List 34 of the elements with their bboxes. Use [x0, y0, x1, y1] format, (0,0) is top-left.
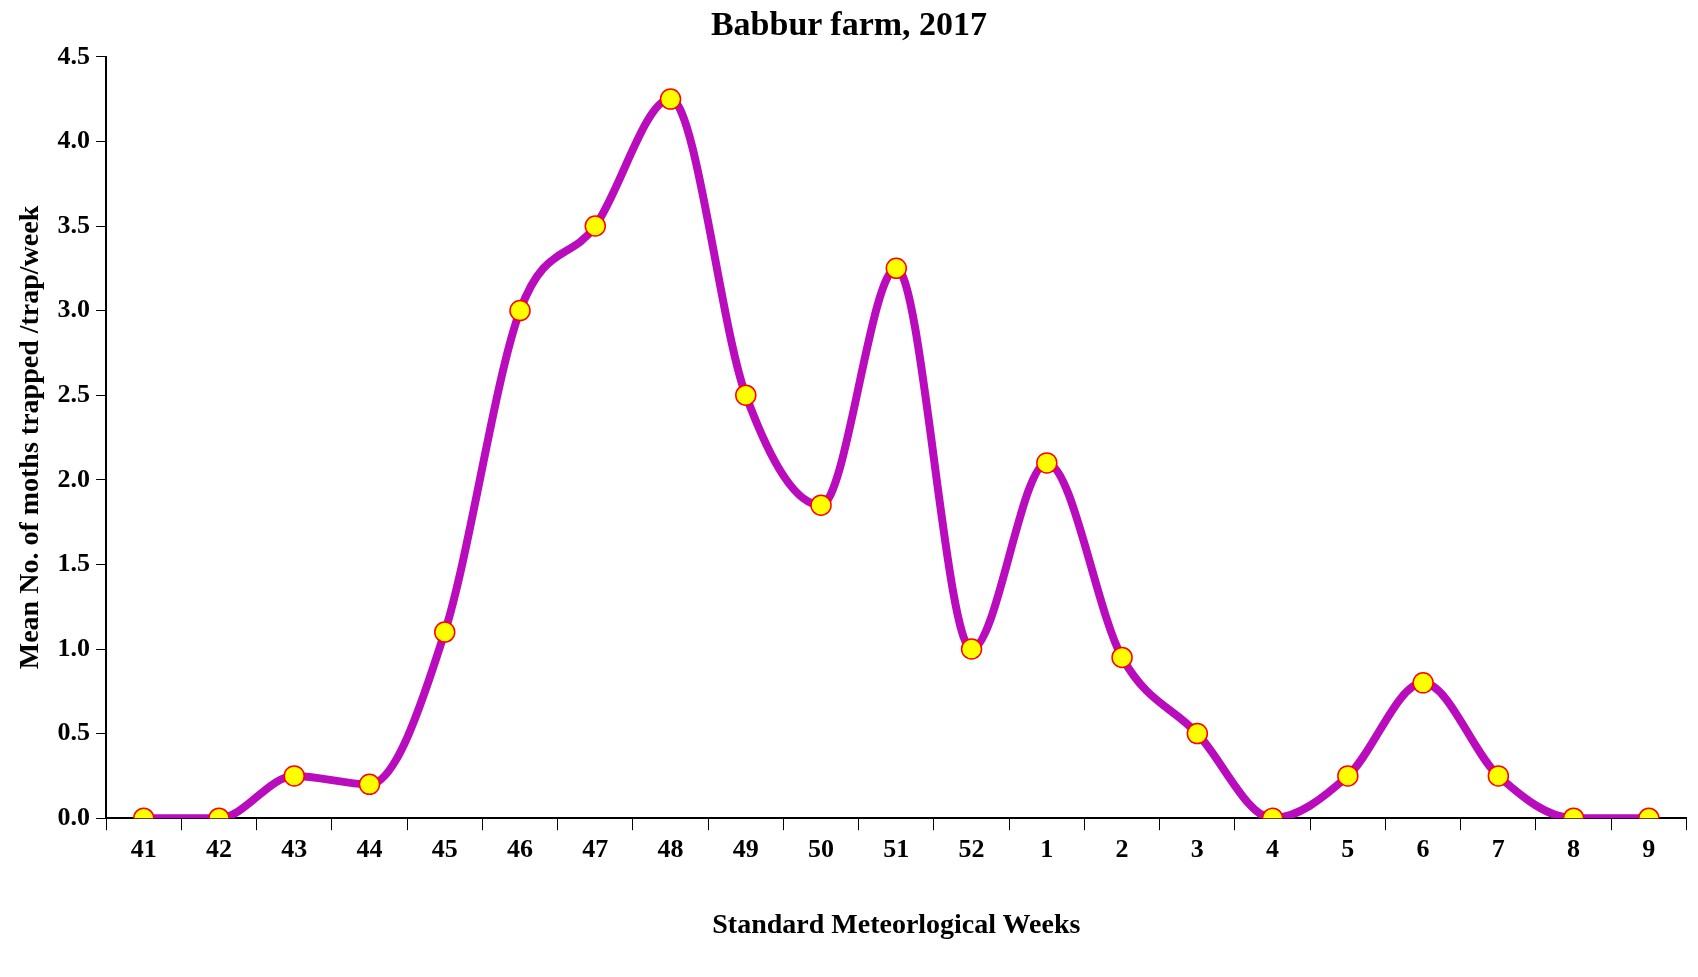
- x-tick-label: 49: [732, 833, 759, 863]
- y-tick-label: 3.5: [57, 209, 91, 239]
- y-tick-label: 2.5: [57, 378, 91, 408]
- x-tick-label: 9: [1642, 833, 1656, 863]
- x-tick-label: 6: [1416, 833, 1430, 863]
- x-tick-label: 48: [657, 833, 684, 863]
- x-tick-label: 47: [582, 833, 609, 863]
- y-tick-label: 3.0: [57, 294, 91, 324]
- y-tick-label: 0.5: [57, 717, 91, 747]
- x-tick-label: 45: [431, 833, 458, 863]
- x-tick-label: 50: [808, 833, 835, 863]
- y-axis-title: Mean No. of moths trapped /trap/week: [13, 205, 45, 670]
- x-tick-label: 3: [1190, 833, 1204, 863]
- x-tick-label: 52: [958, 833, 985, 863]
- y-tick-label: 1.0: [57, 632, 91, 662]
- x-tick-label: 8: [1567, 833, 1581, 863]
- x-axis-title: Standard Meteorlogical Weeks: [712, 908, 1081, 940]
- y-tick-label: 4.5: [57, 40, 91, 70]
- x-tick-label: 7: [1491, 833, 1505, 863]
- x-tick-label: 5: [1341, 833, 1355, 863]
- chart-title: Babbur farm, 2017: [710, 5, 988, 43]
- x-tick-label: 4: [1266, 833, 1280, 863]
- x-tick-label: 44: [356, 833, 383, 863]
- y-tick-label: 1.5: [57, 548, 91, 578]
- y-tick-label: 4.0: [57, 125, 91, 155]
- x-tick-label: 1: [1040, 833, 1054, 863]
- x-tick-label: 41: [130, 833, 157, 863]
- y-tick-label: 0.0: [57, 801, 91, 831]
- x-tick-label: 42: [205, 833, 232, 863]
- x-tick-label: 51: [883, 833, 910, 863]
- x-tick-label: 43: [281, 833, 308, 863]
- x-tick-label: 2: [1115, 833, 1129, 863]
- y-tick-label: 2.0: [57, 463, 91, 493]
- x-tick-label: 46: [507, 833, 534, 863]
